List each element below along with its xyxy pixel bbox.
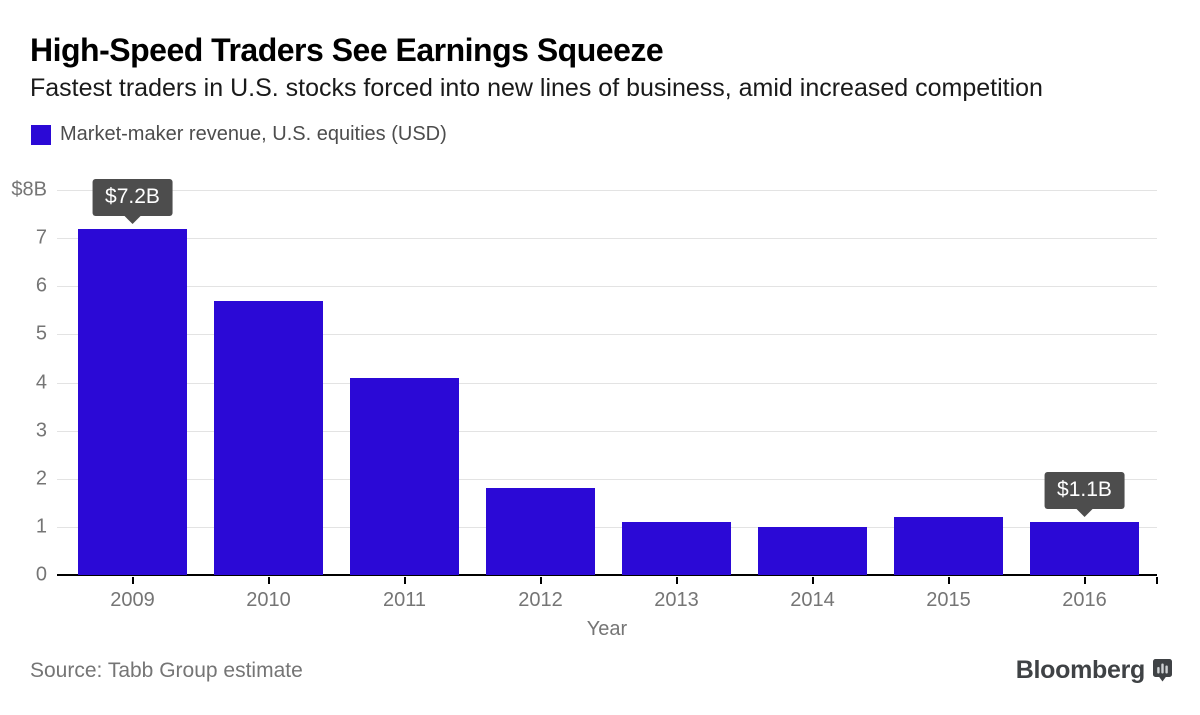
gridline — [57, 478, 1157, 480]
bar — [622, 522, 731, 575]
x-axis-tick — [403, 577, 406, 584]
value-callout: $1.1B — [1044, 472, 1125, 510]
x-axis-tick — [131, 577, 134, 584]
x-axis-tick-label: 2016 — [1062, 589, 1107, 611]
bar — [350, 377, 459, 575]
y-axis-tick-label: 3 — [35, 419, 47, 442]
y-axis-tick-label: 2 — [35, 467, 47, 490]
bar-chart-bubble-icon — [1153, 658, 1172, 683]
x-axis-tick-label: 2009 — [110, 589, 155, 611]
x-axis-tick-label: 2015 — [926, 589, 971, 611]
gridline — [57, 382, 1157, 384]
y-axis-tick-label: 0 — [35, 563, 47, 586]
y-axis-tick-label: 1 — [35, 515, 47, 538]
x-axis-tick-label: 2014 — [790, 589, 835, 611]
bar — [1030, 522, 1139, 575]
y-axis-tick-label: 7 — [35, 226, 47, 249]
y-axis-tick-label: 4 — [35, 371, 47, 393]
x-axis-tick — [267, 577, 270, 584]
bar — [214, 300, 323, 575]
page-title: High-Speed Traders See Earnings Squeeze — [30, 32, 664, 68]
y-axis-tick-label: $8B — [11, 178, 47, 201]
bar — [486, 488, 595, 575]
x-axis-tick-label: 2012 — [518, 589, 563, 611]
x-axis-tick-label: 2010 — [246, 589, 291, 611]
bar-chart: Year $8B 7 6 5 4 3 2 1 0 2009 2010 2011 2012 2013 2014… — [11, 178, 1158, 640]
gridline — [57, 334, 1157, 336]
x-axis-tick — [1083, 577, 1086, 584]
bar — [894, 517, 1003, 575]
bar — [78, 228, 187, 575]
legend-swatch — [31, 124, 51, 145]
x-axis-tick — [675, 577, 678, 584]
x-axis-tick — [539, 577, 542, 584]
bloomberg-wordmark: Bloomberg — [1015, 656, 1146, 684]
x-axis-end-tick — [1156, 577, 1158, 584]
x-axis-line — [57, 574, 1157, 576]
bloomberg-logo: Bloomberg — [1016, 656, 1172, 685]
x-axis-title: Year — [586, 618, 628, 640]
source-note: Source: Tabb Group estimate — [30, 659, 303, 682]
x-axis-tick — [811, 577, 814, 584]
gridline — [57, 190, 1157, 191]
value-callout: $7.2B — [92, 178, 173, 216]
x-axis-tick — [947, 577, 950, 584]
legend-label: Market-maker revenue, U.S. equities (USD… — [60, 123, 447, 145]
x-axis-tick-label: 2013 — [654, 589, 699, 611]
legend: Market-maker revenue, U.S. equities (USD… — [31, 123, 447, 146]
chart-subtitle: Fastest traders in U.S. stocks forced in… — [30, 74, 1043, 102]
x-axis-tick-label: 2011 — [382, 589, 427, 611]
gridline — [57, 526, 1157, 528]
gridline — [57, 286, 1157, 288]
y-axis-tick-label: 5 — [35, 322, 47, 345]
gridline — [57, 238, 1157, 240]
bar — [758, 526, 867, 575]
gridline — [57, 430, 1157, 432]
y-axis-tick-label: 6 — [35, 274, 47, 297]
